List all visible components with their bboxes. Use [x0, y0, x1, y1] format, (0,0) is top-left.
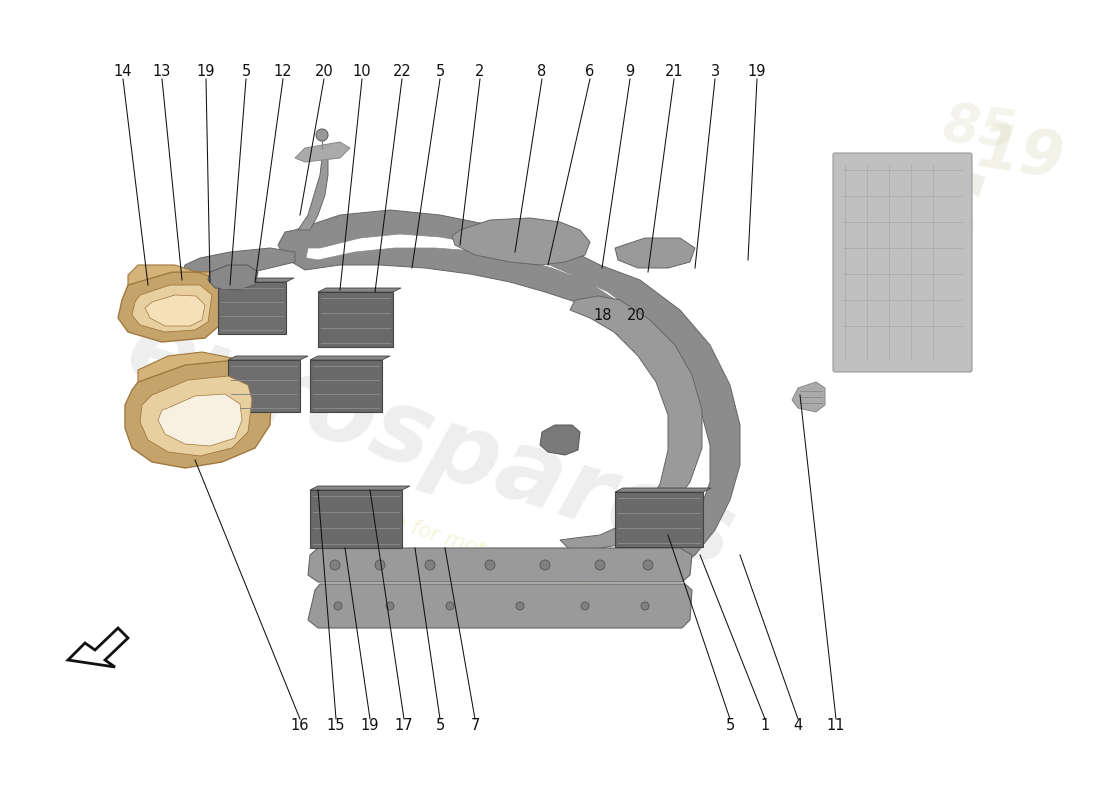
Polygon shape	[138, 352, 262, 382]
Text: 21: 21	[664, 65, 683, 79]
Text: 5: 5	[436, 65, 444, 79]
Polygon shape	[295, 142, 350, 162]
Text: 85: 85	[940, 99, 1020, 161]
Polygon shape	[182, 248, 295, 280]
Circle shape	[316, 129, 328, 141]
Polygon shape	[68, 628, 128, 667]
Polygon shape	[310, 356, 390, 360]
Polygon shape	[118, 272, 226, 342]
Polygon shape	[318, 288, 402, 292]
Circle shape	[540, 560, 550, 570]
Text: 19: 19	[972, 119, 1067, 190]
Polygon shape	[208, 265, 258, 290]
Text: 11: 11	[827, 718, 845, 734]
Text: a passion for motoring since 1985: a passion for motoring since 1985	[308, 486, 652, 614]
FancyBboxPatch shape	[833, 153, 972, 372]
Polygon shape	[140, 376, 252, 456]
Polygon shape	[615, 238, 695, 268]
Polygon shape	[308, 584, 692, 628]
Text: 6: 6	[585, 65, 595, 79]
Circle shape	[330, 560, 340, 570]
Circle shape	[375, 560, 385, 570]
Polygon shape	[228, 360, 300, 412]
Polygon shape	[615, 488, 711, 492]
Circle shape	[425, 560, 435, 570]
Text: 8: 8	[538, 65, 547, 79]
Text: 4: 4	[793, 718, 803, 734]
Circle shape	[334, 602, 342, 610]
Polygon shape	[310, 486, 410, 490]
Circle shape	[641, 602, 649, 610]
Polygon shape	[218, 282, 286, 334]
Text: 19: 19	[748, 65, 767, 79]
Polygon shape	[125, 360, 272, 468]
Polygon shape	[540, 425, 580, 455]
Polygon shape	[132, 285, 212, 332]
Text: 9: 9	[626, 65, 635, 79]
Text: eurospares: eurospares	[114, 301, 746, 589]
Circle shape	[516, 602, 524, 610]
Polygon shape	[318, 292, 393, 347]
Polygon shape	[452, 218, 590, 265]
Circle shape	[581, 602, 589, 610]
Circle shape	[485, 560, 495, 570]
Text: 19: 19	[361, 718, 379, 734]
Text: 18: 18	[594, 309, 612, 323]
Text: 10: 10	[353, 65, 372, 79]
Polygon shape	[792, 382, 825, 412]
Text: 7: 7	[471, 718, 480, 734]
Text: 13: 13	[153, 65, 172, 79]
Text: 20: 20	[626, 309, 646, 323]
Text: 22: 22	[393, 65, 411, 79]
Text: 19: 19	[197, 65, 216, 79]
Polygon shape	[218, 278, 294, 282]
Text: 14: 14	[113, 65, 132, 79]
Text: 5: 5	[436, 718, 444, 734]
Polygon shape	[310, 360, 382, 412]
Text: 16: 16	[290, 718, 309, 734]
Text: 2: 2	[475, 65, 485, 79]
Circle shape	[595, 560, 605, 570]
Text: 12: 12	[274, 65, 293, 79]
Polygon shape	[158, 394, 242, 446]
Circle shape	[446, 602, 454, 610]
Polygon shape	[310, 490, 402, 548]
Text: 5: 5	[725, 718, 735, 734]
Polygon shape	[308, 548, 692, 582]
Polygon shape	[298, 155, 328, 230]
Text: 3: 3	[711, 65, 719, 79]
Text: 15: 15	[327, 718, 345, 734]
Circle shape	[644, 560, 653, 570]
Circle shape	[386, 602, 394, 610]
Text: 17: 17	[395, 718, 414, 734]
Polygon shape	[145, 295, 205, 326]
Polygon shape	[278, 210, 740, 580]
Polygon shape	[560, 296, 702, 550]
Polygon shape	[128, 265, 226, 285]
Polygon shape	[306, 234, 682, 534]
Text: 20: 20	[315, 65, 333, 79]
Text: 5: 5	[241, 65, 251, 79]
Text: s: s	[884, 130, 996, 290]
Polygon shape	[228, 356, 308, 360]
Text: 1: 1	[760, 718, 770, 734]
Polygon shape	[615, 492, 703, 547]
